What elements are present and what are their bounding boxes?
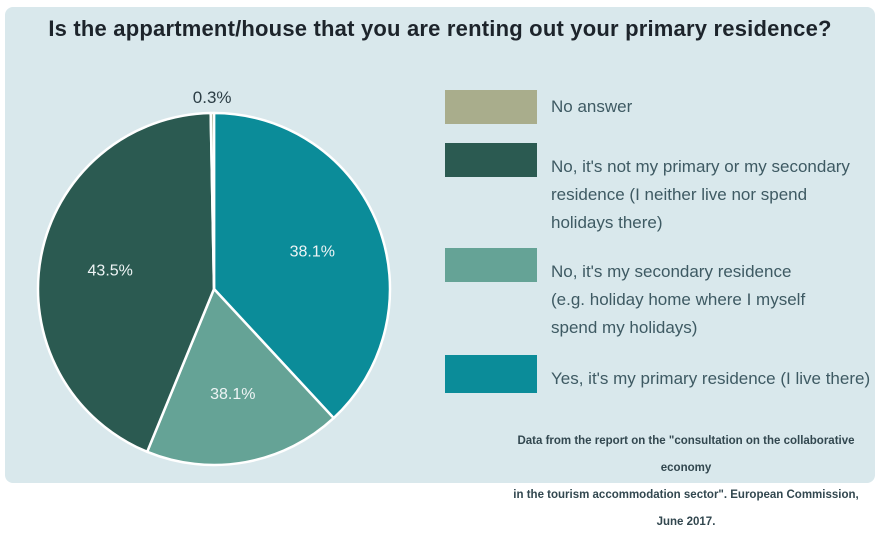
pie-slice: [145, 287, 335, 467]
pie-slice: [209, 111, 216, 291]
pie-slice: [212, 111, 392, 420]
pie-slice-label: 0.3%: [193, 88, 232, 107]
pie-chart: 38.1% 38.1% 43.5% 0.3%: [36, 88, 392, 467]
chart-title: Is the appartment/house that you are ren…: [48, 16, 832, 41]
pie-slice-label: 38.1%: [290, 243, 335, 260]
pie-slice-label: 38.1%: [210, 386, 255, 403]
source-note: Data from the report on the "consultatio…: [513, 435, 859, 528]
pie-slice-label: 43.5%: [88, 263, 133, 280]
pie-slice: [36, 111, 216, 454]
